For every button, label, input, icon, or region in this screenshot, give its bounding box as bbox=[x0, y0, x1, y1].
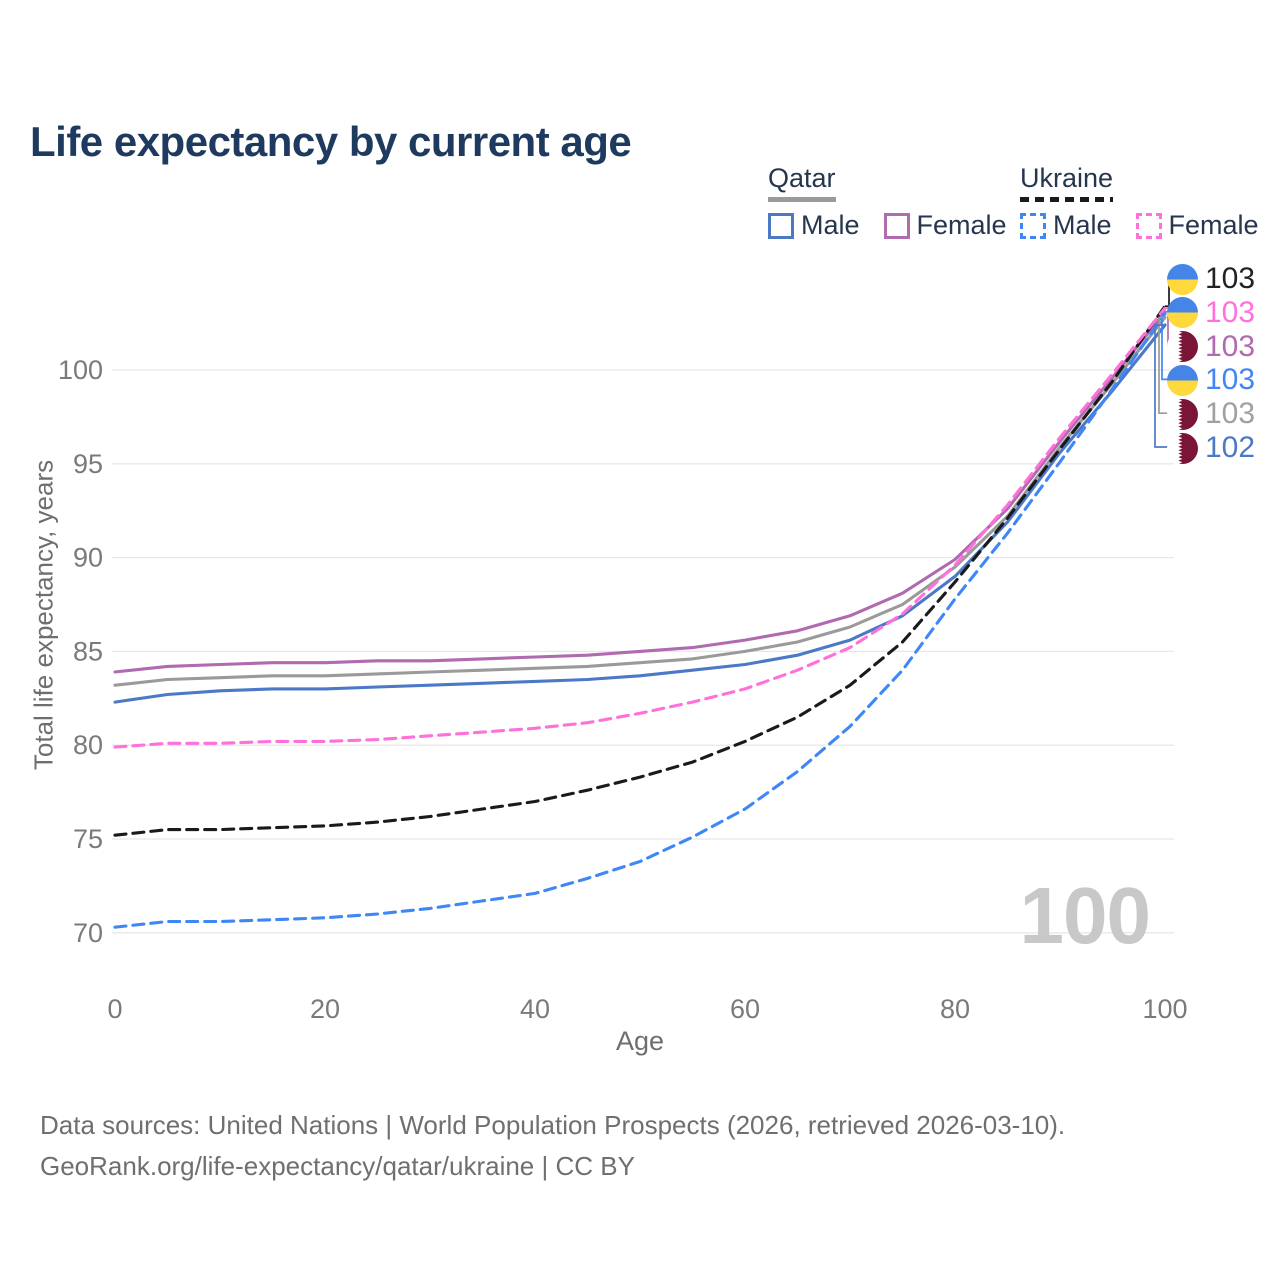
callout-connector-qatar-male bbox=[1154, 324, 1174, 448]
x-tick-0: 0 bbox=[107, 994, 122, 1024]
y-tick-85: 85 bbox=[73, 636, 103, 666]
legend-qatar-items: Male Female bbox=[768, 210, 1031, 241]
legend-ukraine-female-label: Female bbox=[1168, 210, 1259, 240]
series-line-qatar-female[interactable] bbox=[113, 310, 1167, 674]
legend-ukraine-header: Ukraine bbox=[1020, 163, 1114, 202]
footer: Data sources: United Nations | World Pop… bbox=[40, 1105, 1065, 1187]
footer-attribution: GeoRank.org/life-expectancy/qatar/ukrain… bbox=[40, 1151, 635, 1181]
callout-connector-ukraine-combined bbox=[1165, 277, 1174, 308]
x-axis-title: Age bbox=[615, 1026, 665, 1056]
legend-qatar-male-label: Male bbox=[801, 210, 860, 240]
legend-item-ukraine-female[interactable]: Female bbox=[1135, 210, 1259, 241]
y-tick-80: 80 bbox=[73, 730, 103, 760]
legend-ukraine-items: Male Female bbox=[1020, 210, 1280, 241]
x-tick-80: 80 bbox=[940, 994, 970, 1024]
ukraine-female-swatch-icon bbox=[1135, 212, 1162, 239]
ukraine-male-swatch-icon bbox=[1020, 212, 1046, 239]
qatar-female-swatch-icon bbox=[883, 212, 910, 239]
y-axis-title: Total life expectancy, years bbox=[28, 459, 59, 771]
ukraine-legend-rule bbox=[1020, 197, 1114, 202]
legend-group-qatar: Qatar Male Female bbox=[768, 163, 1031, 241]
callout-connector-qatar-combined bbox=[1158, 316, 1174, 415]
qatar-male-swatch-icon bbox=[768, 212, 794, 239]
x-tick-20: 20 bbox=[310, 994, 340, 1024]
x-tick-60: 60 bbox=[730, 994, 760, 1024]
series-line-qatar-combined[interactable] bbox=[113, 315, 1167, 687]
series-line-ukraine-female[interactable] bbox=[113, 306, 1167, 749]
footer-data-sources: Data sources: United Nations | World Pop… bbox=[40, 1110, 1066, 1140]
legend-qatar-female-label: Female bbox=[916, 210, 1007, 240]
legend-item-qatar-male[interactable]: Male bbox=[768, 210, 860, 241]
legend-qatar-header: Qatar bbox=[768, 163, 836, 202]
legend-item-qatar-female[interactable]: Female bbox=[883, 210, 1007, 241]
chart-title: Life expectancy by current age bbox=[30, 118, 632, 166]
y-tick-75: 75 bbox=[73, 824, 103, 854]
legend-qatar-label: Qatar bbox=[768, 163, 836, 193]
legend-ukraine-label: Ukraine bbox=[1020, 163, 1114, 193]
series-line-qatar-male[interactable] bbox=[113, 323, 1167, 704]
series-line-ukraine-male[interactable] bbox=[113, 312, 1167, 929]
current-age-watermark: 100 bbox=[1019, 871, 1151, 960]
x-tick-100: 100 bbox=[1142, 994, 1187, 1024]
y-tick-95: 95 bbox=[73, 449, 103, 479]
legend-group-ukraine: Ukraine Male Female bbox=[1020, 163, 1280, 241]
y-tick-100: 100 bbox=[58, 355, 103, 385]
qatar-legend-rule bbox=[768, 197, 836, 202]
legend-item-ukraine-male[interactable]: Male bbox=[1020, 210, 1112, 241]
y-tick-90: 90 bbox=[73, 543, 103, 573]
legend-ukraine-male-label: Male bbox=[1053, 210, 1112, 240]
series-line-ukraine-combined[interactable] bbox=[113, 304, 1167, 837]
y-tick-70: 70 bbox=[73, 918, 103, 948]
x-tick-40: 40 bbox=[520, 994, 550, 1024]
